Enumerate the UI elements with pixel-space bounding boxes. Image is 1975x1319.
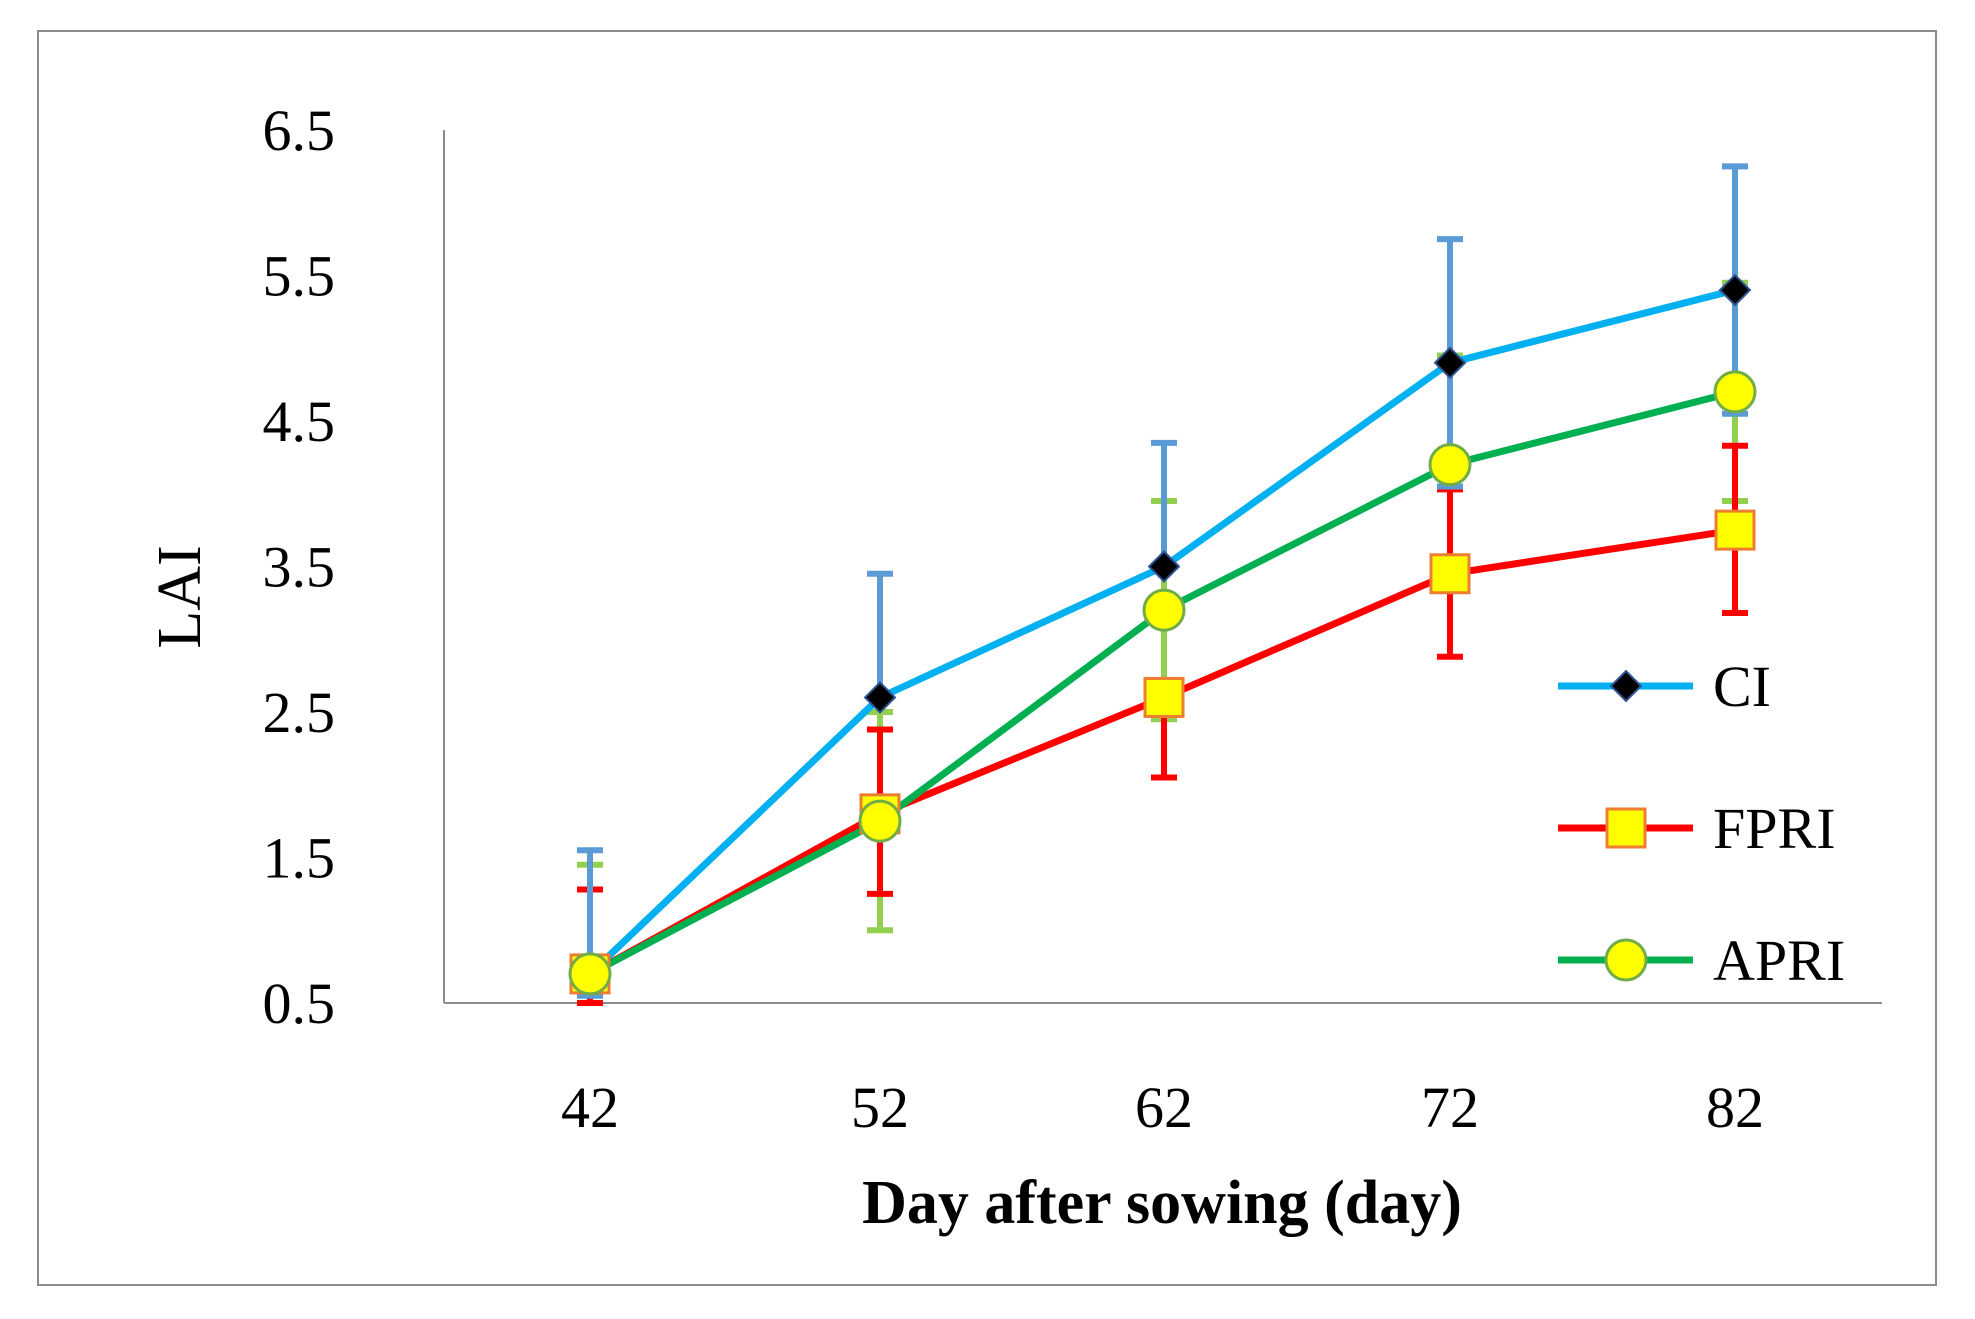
- ci-data-point: [1718, 273, 1752, 307]
- y-tick-label: 0.5: [263, 971, 336, 1036]
- ci-data-point: [1147, 550, 1181, 583]
- ci-data-point: [1433, 346, 1467, 380]
- legend-item-ci: CI: [1558, 654, 1771, 719]
- legend-label-ci: CI: [1713, 654, 1771, 719]
- y-tick-label: 4.5: [263, 389, 336, 454]
- fpri-data-point: [1714, 509, 1756, 551]
- x-tick-labels: 42 52 62 72 82: [561, 1075, 1764, 1140]
- y-tick-label: 1.5: [263, 826, 336, 891]
- apri-data-point: [858, 799, 902, 843]
- x-tick-label: 82: [1706, 1075, 1764, 1140]
- ci-data-point: [863, 681, 897, 714]
- apri-data-point: [1142, 588, 1186, 632]
- fpri-data-point: [1143, 676, 1185, 718]
- ci-error-bar: [1151, 439, 1177, 570]
- legend-label-fpri: FPRI: [1713, 796, 1836, 861]
- legend-item-fpri: FPRI: [1558, 796, 1836, 861]
- y-tick-label: 2.5: [263, 680, 336, 745]
- y-tick-label: 3.5: [263, 535, 336, 600]
- y-tick-labels: 0.5 1.5 2.5 3.5 4.5 5.5 6.5: [263, 98, 336, 1036]
- legend-marker-fpri: [1605, 807, 1647, 849]
- series-markers: [568, 273, 1757, 996]
- apri-data-point: [1428, 443, 1472, 487]
- y-tick-label: 6.5: [263, 98, 336, 163]
- legend-item-apri: APRI: [1558, 928, 1845, 993]
- legend-label-apri: APRI: [1713, 928, 1845, 993]
- x-tick-label: 52: [851, 1075, 909, 1140]
- y-tick-label: 5.5: [263, 244, 336, 309]
- chart-frame: [37, 30, 1937, 1286]
- apri-data-point: [568, 952, 612, 996]
- apri-data-point: [1713, 370, 1757, 414]
- legend-marker-ci: [1609, 669, 1643, 703]
- x-tick-label: 72: [1421, 1075, 1479, 1140]
- y-axis-title: LAI: [146, 545, 214, 648]
- legend-marker-apri: [1604, 938, 1648, 982]
- legend: CI FPRI APRI: [1558, 654, 1845, 993]
- x-tick-label: 62: [1135, 1075, 1193, 1140]
- fpri-data-point: [1429, 553, 1471, 595]
- axes: [443, 130, 1882, 1004]
- error-bars: [577, 163, 1748, 1006]
- x-axis-title: Day after sowing (day): [862, 1169, 1462, 1237]
- ci-error-bar: [867, 570, 893, 701]
- x-tick-label: 42: [561, 1075, 619, 1140]
